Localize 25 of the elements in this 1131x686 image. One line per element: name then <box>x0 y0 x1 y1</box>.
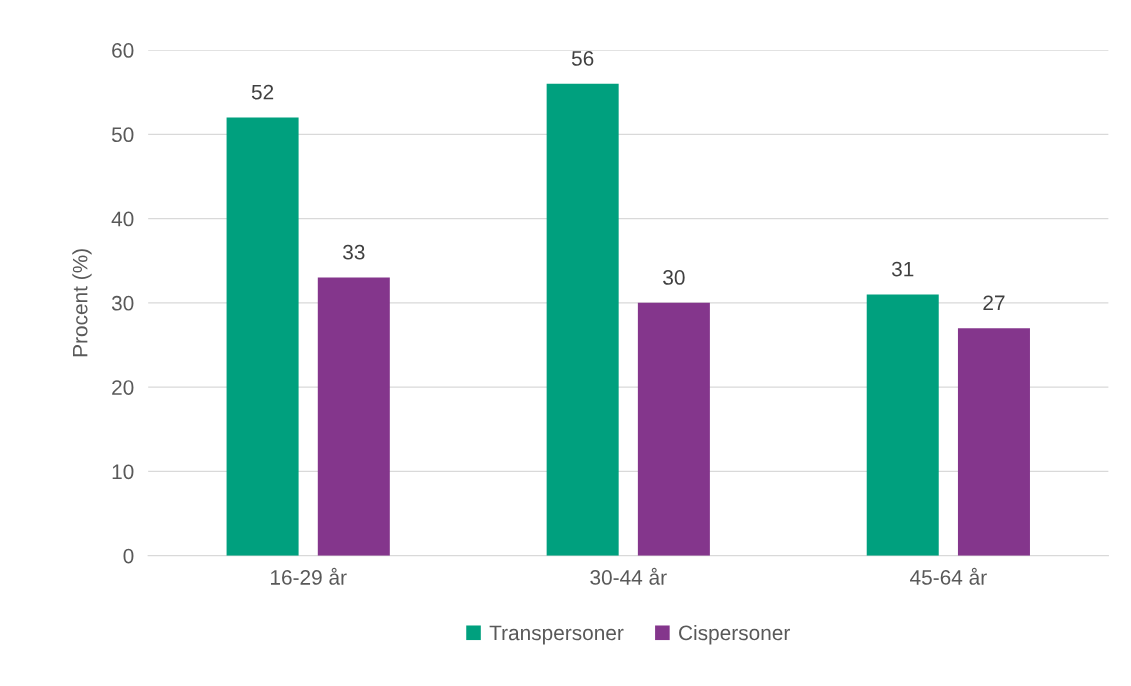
y-axis-title: Procent (%) <box>72 249 92 357</box>
bar <box>637 302 710 556</box>
x-tick-label: 16-29 år <box>270 567 347 585</box>
data-label: 27 <box>983 295 1005 310</box>
data-label: 33 <box>343 244 365 260</box>
y-tick-label: 0 <box>123 548 134 564</box>
bar <box>957 328 1030 556</box>
legend-label: Cispersoner <box>679 624 790 645</box>
bar <box>226 117 299 556</box>
data-label: 56 <box>571 51 594 66</box>
y-tick-label: 30 <box>111 295 134 311</box>
bar <box>546 83 619 556</box>
data-label: 52 <box>251 84 274 100</box>
y-tick-label: 50 <box>111 127 134 143</box>
y-tick-label: 20 <box>112 380 134 395</box>
x-tick-label: 30-44 år <box>590 567 667 585</box>
data-label: 31 <box>891 261 914 277</box>
data-label: 30 <box>663 270 685 285</box>
y-tick-label: 60 <box>112 43 134 58</box>
y-tick-label: 10 <box>112 464 134 480</box>
x-tick-label: 45-64 år <box>910 567 987 585</box>
bar <box>317 277 390 556</box>
bar <box>866 294 939 556</box>
y-tick-label: 40 <box>111 211 134 227</box>
legend-label: Transpersoner <box>489 625 624 645</box>
